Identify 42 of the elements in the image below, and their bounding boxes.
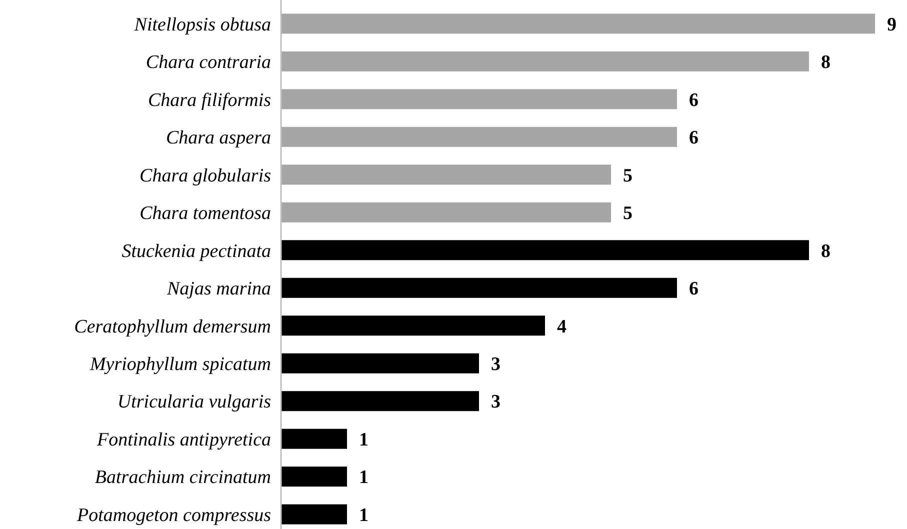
y-tick-label: Chara globularis bbox=[140, 165, 271, 186]
bar bbox=[281, 202, 611, 222]
y-tick-label: Chara tomentosa bbox=[140, 203, 271, 224]
bar bbox=[281, 126, 677, 147]
data-label: 3 bbox=[491, 354, 500, 376]
data-label: 4 bbox=[557, 316, 567, 338]
y-tick-label: Utricularia vulgaris bbox=[117, 392, 271, 413]
y-tick-label: Ceratophyllum demersum bbox=[74, 316, 271, 338]
data-label: 9 bbox=[887, 14, 896, 36]
y-tick-label: Stuckenia pectinata bbox=[122, 240, 271, 262]
data-label: 6 bbox=[689, 90, 698, 111]
data-label: 1 bbox=[359, 429, 368, 450]
bar bbox=[281, 89, 677, 110]
y-tick-label: Chara aspera bbox=[166, 128, 271, 149]
data-label: 8 bbox=[821, 240, 830, 262]
y-tick-label: Potamogeton compressus bbox=[76, 504, 271, 526]
y-tick-label: Batrachium circinatum bbox=[94, 467, 271, 488]
bar bbox=[281, 51, 809, 72]
bar bbox=[281, 504, 347, 524]
bar bbox=[281, 428, 347, 449]
bar bbox=[281, 391, 479, 412]
data-label: 1 bbox=[359, 504, 368, 526]
bar bbox=[281, 278, 677, 298]
data-label: 3 bbox=[491, 392, 500, 413]
bar bbox=[281, 466, 347, 487]
data-label: 5 bbox=[623, 203, 632, 224]
y-tick-label: Myriophyllum spicatum bbox=[88, 354, 271, 376]
bar bbox=[281, 353, 479, 374]
bar bbox=[281, 316, 545, 336]
y-tick-label: Chara contraria bbox=[146, 52, 271, 74]
data-label: 5 bbox=[623, 165, 632, 186]
data-label: 6 bbox=[689, 278, 698, 300]
y-tick-label: Chara filiformis bbox=[148, 90, 271, 111]
bar bbox=[281, 14, 875, 34]
y-tick-label: Fontinalis antipyretica bbox=[96, 429, 271, 450]
data-label: 8 bbox=[821, 52, 830, 74]
data-label: 1 bbox=[359, 467, 368, 488]
y-tick-label: Najas marina bbox=[166, 278, 271, 300]
y-tick-label: Nitellopsis obtusa bbox=[133, 14, 271, 36]
bar bbox=[281, 240, 809, 260]
data-label: 6 bbox=[689, 128, 698, 149]
bar bbox=[281, 164, 611, 185]
